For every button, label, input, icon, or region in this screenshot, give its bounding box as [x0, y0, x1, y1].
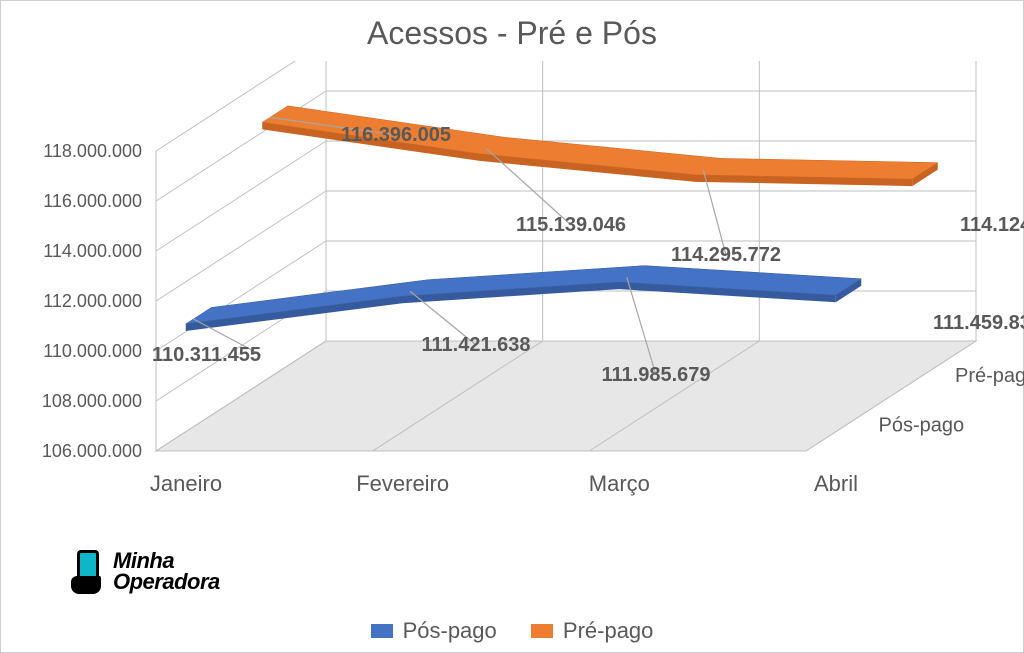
- svg-text:115.139.046: 115.139.046: [516, 214, 626, 236]
- svg-text:Janeiro: Janeiro: [150, 471, 222, 496]
- svg-text:106.000.000: 106.000.000: [42, 441, 142, 461]
- svg-text:111.985.679: 111.985.679: [601, 364, 710, 386]
- svg-text:116.396.005: 116.396.005: [341, 124, 451, 146]
- chart-title: Acessos - Pré e Pós: [1, 15, 1023, 52]
- legend-item: Pós-pago: [371, 618, 497, 644]
- svg-text:114.124.993: 114.124.993: [960, 214, 1024, 236]
- svg-text:110.000.000: 110.000.000: [43, 341, 142, 361]
- svg-text:114.295.772: 114.295.772: [671, 244, 781, 266]
- svg-text:Março: Março: [589, 471, 650, 496]
- svg-text:Fevereiro: Fevereiro: [356, 471, 449, 496]
- brand-logo-icon: [71, 550, 105, 594]
- chart-container: Acessos - Pré e Pós 106.000.000 108.000.0…: [0, 0, 1024, 653]
- svg-text:116.000.000: 116.000.000: [43, 191, 142, 211]
- brand-logo: Minha Operadora: [71, 550, 220, 594]
- legend-swatch: [371, 624, 393, 638]
- legend-label: Pós-pago: [403, 618, 497, 644]
- legend-label: Pré-pago: [563, 618, 654, 644]
- svg-text:Abril: Abril: [814, 471, 858, 496]
- chart-plot: 106.000.000 108.000.000 110.000.000 112.000…: [1, 61, 1024, 591]
- svg-text:Pós-pago: Pós-pago: [879, 415, 965, 437]
- brand-logo-line2: Operadora: [113, 572, 220, 593]
- svg-text:108.000.000: 108.000.000: [42, 391, 142, 411]
- svg-text:Pré-pago: Pré-pago: [955, 365, 1024, 387]
- svg-text:110.311.455: 110.311.455: [152, 344, 261, 366]
- svg-text:111.459.839: 111.459.839: [933, 312, 1024, 334]
- legend-item: Pré-pago: [531, 618, 654, 644]
- chart-legend: Pós-pago Pré-pago: [1, 618, 1023, 644]
- svg-text:114.000.000: 114.000.000: [43, 241, 142, 261]
- svg-text:112.000.000: 112.000.000: [43, 291, 142, 311]
- brand-logo-text: Minha Operadora: [113, 551, 220, 593]
- legend-swatch: [531, 624, 553, 638]
- svg-text:111.421.638: 111.421.638: [421, 334, 530, 356]
- svg-text:118.000.000: 118.000.000: [43, 141, 142, 161]
